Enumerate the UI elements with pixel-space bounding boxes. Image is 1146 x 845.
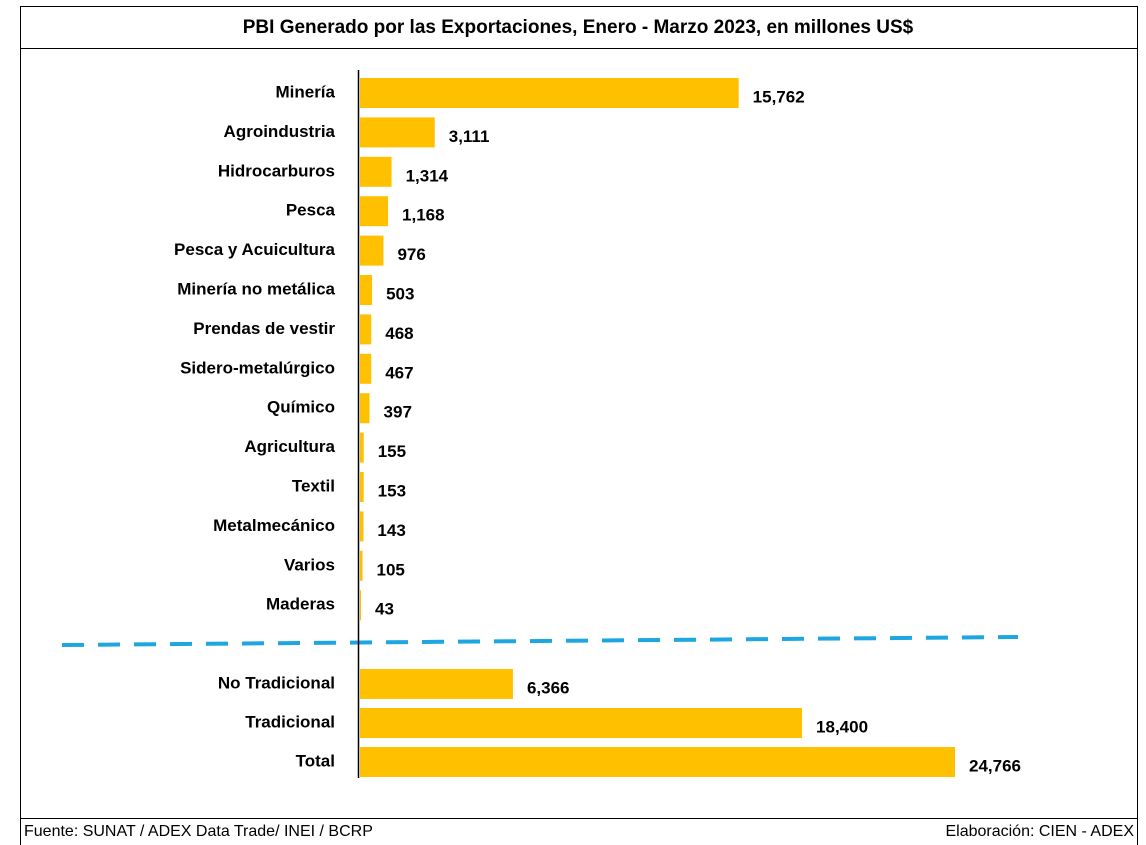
category-label: Pesca — [286, 201, 336, 220]
category-label: Minería — [275, 82, 335, 101]
bar — [360, 275, 373, 305]
separator — [61, 635, 1019, 647]
value-label: 3,111 — [449, 127, 490, 146]
value-label: 18,400 — [816, 717, 868, 736]
category-label: Agricultura — [244, 437, 335, 456]
bar — [360, 472, 364, 502]
category-label: Maderas — [266, 595, 335, 614]
category-label: Minería no metálica — [177, 279, 335, 298]
bar — [360, 393, 370, 424]
category-label: Textil — [292, 476, 335, 495]
category-label: Agroindustria — [224, 122, 336, 141]
value-label: 397 — [384, 403, 412, 422]
bar — [360, 669, 513, 699]
source: Fuente: SUNAT / ADEX Data Trade/ INEI / … — [24, 823, 373, 840]
bar — [360, 314, 372, 345]
value-label: 143 — [377, 521, 405, 540]
value-label: 15,762 — [753, 87, 805, 106]
value-label: 468 — [385, 324, 413, 343]
bar — [360, 747, 955, 777]
bar — [360, 196, 389, 227]
value-label: 24,766 — [969, 756, 1021, 775]
value-label: 467 — [385, 363, 413, 382]
bar — [360, 78, 739, 108]
bar — [360, 117, 435, 148]
bar — [360, 432, 364, 463]
value-label: 976 — [397, 245, 425, 264]
category-label: Sidero-metalúrgico — [180, 358, 335, 377]
bar — [360, 353, 372, 384]
value-label: 503 — [386, 284, 414, 303]
chart-title: PBI Generado por las Exportaciones, Ener… — [243, 17, 914, 38]
value-label: 6,366 — [527, 678, 570, 697]
bar — [360, 590, 362, 621]
bar — [360, 235, 384, 266]
credit: Elaboración: CIEN - ADEX — [945, 823, 1134, 840]
category-label: Varios — [284, 555, 335, 574]
value-label: 153 — [378, 481, 406, 500]
category-label: Hidrocarburos — [218, 161, 335, 180]
value-label: 105 — [377, 560, 405, 579]
bar — [360, 511, 364, 542]
frame — [20, 6, 1138, 845]
value-label: 155 — [378, 442, 406, 461]
value-label: 1,314 — [406, 166, 449, 185]
bar — [360, 708, 803, 738]
value-label: 1,168 — [402, 206, 445, 225]
bar — [360, 156, 392, 187]
bar — [360, 550, 363, 581]
category-label: Pesca y Acuicultura — [174, 240, 335, 259]
value-label: 43 — [375, 600, 394, 619]
category-label: Total — [296, 751, 335, 770]
category-label: Tradicional — [245, 712, 335, 731]
category-label: No Tradicional — [218, 673, 335, 692]
category-label: Químico — [267, 398, 335, 417]
category-label: Metalmecánico — [213, 516, 335, 535]
category-label: Prendas de vestir — [193, 319, 335, 338]
